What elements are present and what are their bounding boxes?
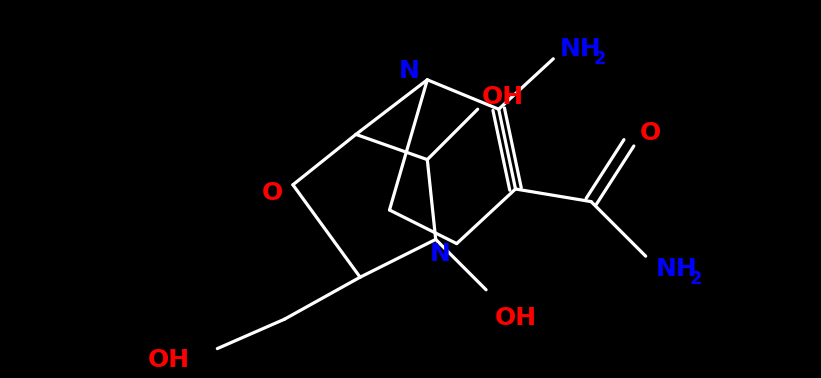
Text: O: O [640, 121, 661, 145]
Text: 2: 2 [594, 50, 606, 68]
Text: OH: OH [148, 347, 190, 372]
Text: 2: 2 [690, 270, 702, 288]
Text: OH: OH [482, 85, 524, 108]
Text: N: N [429, 242, 451, 266]
Text: OH: OH [494, 305, 537, 330]
Text: O: O [261, 181, 282, 205]
Text: N: N [398, 59, 420, 84]
Text: NH: NH [656, 257, 698, 281]
Text: NH: NH [560, 37, 602, 61]
